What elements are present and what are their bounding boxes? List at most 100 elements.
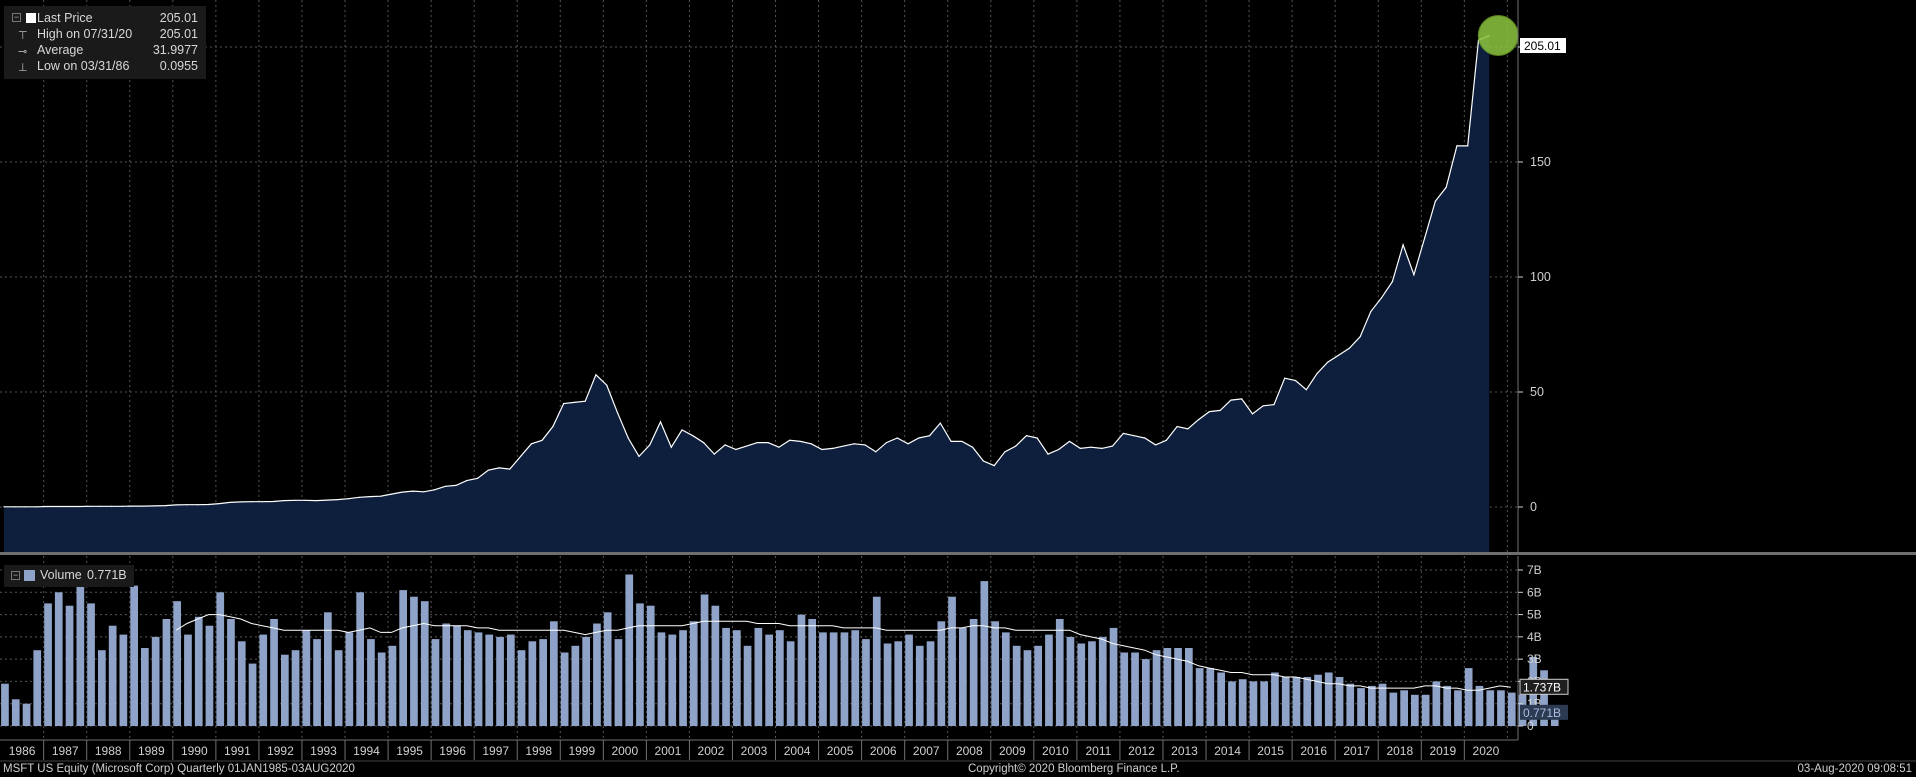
price-point [659, 421, 662, 423]
price-point [433, 489, 436, 491]
volume-bar [754, 627, 763, 726]
x-tick-label: 1988 [95, 744, 122, 758]
volume-bar [1023, 650, 1032, 726]
price-point [132, 505, 134, 507]
price-point [810, 443, 812, 445]
price-point [1036, 437, 1038, 439]
price-point [154, 505, 156, 507]
price-point [111, 505, 113, 507]
volume-bar [227, 619, 235, 726]
x-tick-label: 2015 [1257, 744, 1284, 758]
volume-bar [130, 585, 138, 726]
price-point [1413, 274, 1415, 276]
volume-bar [668, 634, 677, 726]
volume-bar [1497, 690, 1505, 726]
volume-bar [1389, 692, 1398, 726]
price-point [573, 401, 576, 403]
price-point [509, 468, 511, 470]
volume-bar [345, 632, 354, 726]
price-point [821, 448, 823, 451]
volume-bar [797, 614, 806, 726]
volume-bar [1507, 692, 1516, 726]
volume-average-path [175, 614, 1511, 691]
price-point [1047, 453, 1049, 455]
volume-average-line [175, 614, 1511, 691]
volume-bar [1098, 636, 1107, 726]
price-point [283, 499, 285, 502]
price-point [584, 400, 586, 402]
price-point [778, 446, 780, 448]
price-point [875, 451, 877, 453]
footer-security-info: MSFT US Equity (Microsoft Corp) Quarterl… [3, 763, 355, 775]
volume-last-tag-bg [1520, 704, 1568, 720]
price-point [1434, 200, 1437, 202]
volume-bar [872, 596, 881, 726]
price-point [638, 455, 640, 457]
price-point [982, 460, 984, 462]
volume-bar [959, 627, 967, 726]
panel-divider[interactable] [0, 552, 1916, 555]
price-point [1111, 445, 1114, 447]
volume-bar [765, 634, 773, 726]
price-point [1058, 448, 1060, 451]
volume-bar [1088, 641, 1096, 726]
volume-average-tag-bg [1519, 678, 1569, 695]
legend-value: 205.01 [159, 27, 198, 41]
x-tick-label: 2012 [1128, 744, 1155, 758]
volume-bar [1314, 674, 1322, 726]
volume-bar [119, 634, 128, 726]
price-point [1122, 432, 1124, 434]
volume-bar [1002, 632, 1010, 726]
price-point [1165, 439, 1167, 441]
price-point [1251, 413, 1254, 415]
price-point [46, 505, 48, 508]
price-point [250, 501, 253, 503]
x-tick-label: 2000 [611, 744, 638, 758]
price-tick-label: 0 [1530, 500, 1537, 514]
volume-bar [1346, 683, 1355, 726]
price-point [207, 503, 210, 506]
volume-bar [582, 636, 590, 726]
volume-bar [65, 605, 74, 726]
volume-bar [356, 592, 364, 726]
volume-bar [743, 645, 752, 726]
price-point [713, 453, 715, 455]
price-point [616, 412, 619, 414]
volume-swatch-icon [24, 570, 35, 581]
legend-label: Low on 03/31/86 [37, 59, 130, 73]
price-point [896, 437, 898, 439]
price-point [229, 501, 231, 503]
x-tick-label: 2019 [1429, 744, 1456, 758]
price-point [530, 443, 532, 445]
price-point [337, 499, 339, 501]
volume-bar [1249, 681, 1258, 726]
volume-bar [1540, 670, 1548, 726]
legend-value: 205.01 [159, 11, 198, 25]
volume-bar [1045, 634, 1053, 726]
volume-tick-label: 5B [1527, 608, 1542, 622]
legend-value: 31.9977 [152, 43, 198, 57]
price-point [1305, 389, 1307, 391]
price-point [100, 505, 102, 507]
volume-bar [1303, 677, 1312, 726]
collapse-icon[interactable]: − [12, 12, 21, 22]
price-point [293, 499, 296, 501]
price-point [175, 504, 177, 506]
volume-bar [1185, 648, 1193, 726]
price-point [950, 440, 952, 443]
last-price-marker [1477, 14, 1519, 56]
last-price-tag: 205.01 [1524, 39, 1561, 53]
collapse-icon[interactable]: − [11, 570, 20, 580]
volume-bar [1432, 681, 1441, 726]
legend-row-average: ⊸ Average 31.9977 [4, 42, 206, 58]
volume-bar [1055, 619, 1064, 726]
volume-bar [1238, 679, 1247, 726]
price-point [498, 467, 500, 469]
volume-bar [517, 650, 526, 726]
volume-bar [334, 650, 343, 726]
volume-bar [1335, 677, 1344, 726]
x-tick-label: 2011 [1085, 744, 1111, 758]
volume-bar [550, 621, 558, 726]
price-point [789, 439, 791, 441]
price-point [724, 444, 726, 446]
